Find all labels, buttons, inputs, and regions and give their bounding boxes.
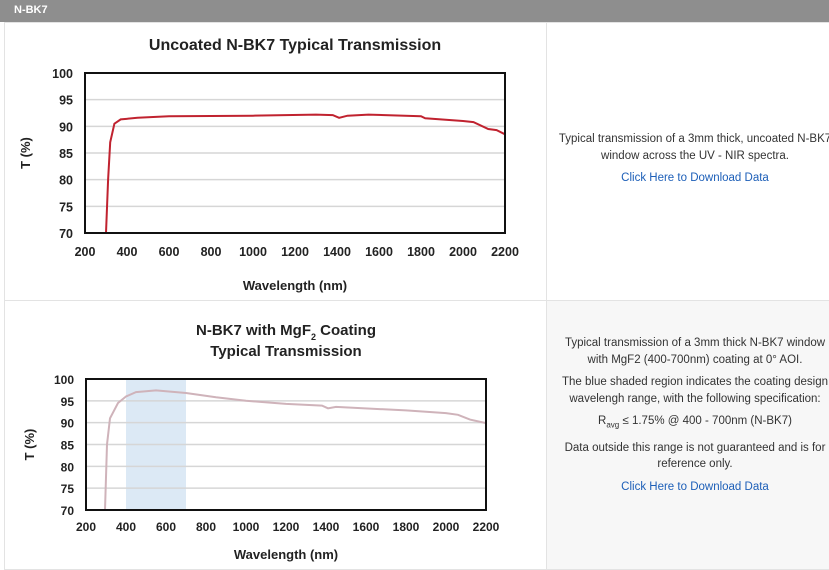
download-data-link[interactable]: Click Here to Download Data	[621, 480, 769, 493]
x-tick-label: 1200	[281, 245, 309, 259]
y-tick-label: 80	[59, 174, 73, 188]
description-text: Typical transmission of a 3mm thick, unc…	[558, 133, 829, 162]
x-tick-label: 1400	[313, 520, 340, 534]
chart-title: N-BK7 with MgF2 Coating	[196, 322, 376, 342]
x-tick-label: 1800	[393, 520, 420, 534]
x-tick-label: 200	[75, 245, 96, 259]
x-tick-label: 600	[156, 520, 176, 534]
x-tick-label: 1000	[239, 245, 267, 259]
y-tick-label: 90	[59, 120, 73, 134]
transmission-line	[105, 113, 506, 234]
x-tick-label: 1600	[365, 245, 393, 259]
x-tick-label: 800	[201, 245, 222, 259]
x-axis-label: Wavelength (nm)	[234, 547, 338, 562]
transmission-line	[104, 389, 487, 511]
x-tick-label: 400	[117, 245, 138, 259]
section-title: N-BK7	[14, 4, 48, 16]
x-tick-label: 1600	[353, 520, 380, 534]
x-tick-label: 1400	[323, 245, 351, 259]
plot-frame	[84, 72, 506, 234]
charts-svg: Uncoated N-BK7 Typical Transmission 70 75 8…	[18, 37, 519, 562]
x-axis-label: Wavelength (nm)	[243, 278, 347, 293]
x-tick-label: 600	[159, 245, 180, 259]
x-tick-label: 1800	[407, 245, 435, 259]
y-tick-label: 90	[61, 417, 75, 431]
y-tick-label: 70	[59, 227, 73, 241]
chart-title-line2: Typical Transmission	[210, 343, 361, 360]
plot-frame	[85, 378, 487, 511]
chart-title: Uncoated N-BK7 Typical Transmission	[149, 37, 441, 54]
description-text: The blue shaded region indicates the coa…	[562, 376, 828, 405]
note-text: Data outside this range is not guarantee…	[564, 441, 826, 471]
section-header: N-BK7	[0, 0, 829, 22]
y-tick-label: 100	[54, 373, 74, 387]
spec-text: Ravg ≤ 1.75% @ 400 - 700nm (N-BK7)	[598, 415, 792, 430]
x-tick-label: 2200	[491, 245, 519, 259]
x-tick-label: 400	[116, 520, 136, 534]
y-tick-label: 85	[59, 147, 73, 161]
y-tick-label: 75	[59, 200, 73, 214]
y-tick-label: 85	[61, 439, 75, 453]
y-tick-label: 75	[61, 482, 75, 496]
y-axis-label: T (%)	[22, 429, 37, 461]
x-tick-label: 2000	[433, 520, 460, 534]
x-tick-label: 800	[196, 520, 216, 534]
x-tick-label: 1000	[233, 520, 260, 534]
x-tick-label: 1200	[273, 520, 300, 534]
description-text: Typical transmission of a 3mm thick N-BK…	[564, 337, 826, 366]
y-tick-label: 100	[52, 67, 73, 81]
y-tick-label: 80	[61, 460, 75, 474]
x-tick-label: 2200	[473, 520, 500, 534]
y-axis-label: T (%)	[18, 137, 33, 169]
y-tick-label: 95	[59, 94, 73, 108]
x-tick-label: 2000	[449, 245, 477, 259]
download-data-link[interactable]: Click Here to Download Data	[621, 172, 769, 184]
y-tick-label: 70	[61, 504, 75, 518]
y-tick-label: 95	[61, 395, 75, 409]
description-cell-uncoated: Typical transmission of a 3mm thick, unc…	[546, 22, 829, 301]
x-tick-label: 200	[76, 520, 96, 534]
description-cell-coated: Typical transmission of a 3mm thick N-BK…	[546, 300, 829, 570]
